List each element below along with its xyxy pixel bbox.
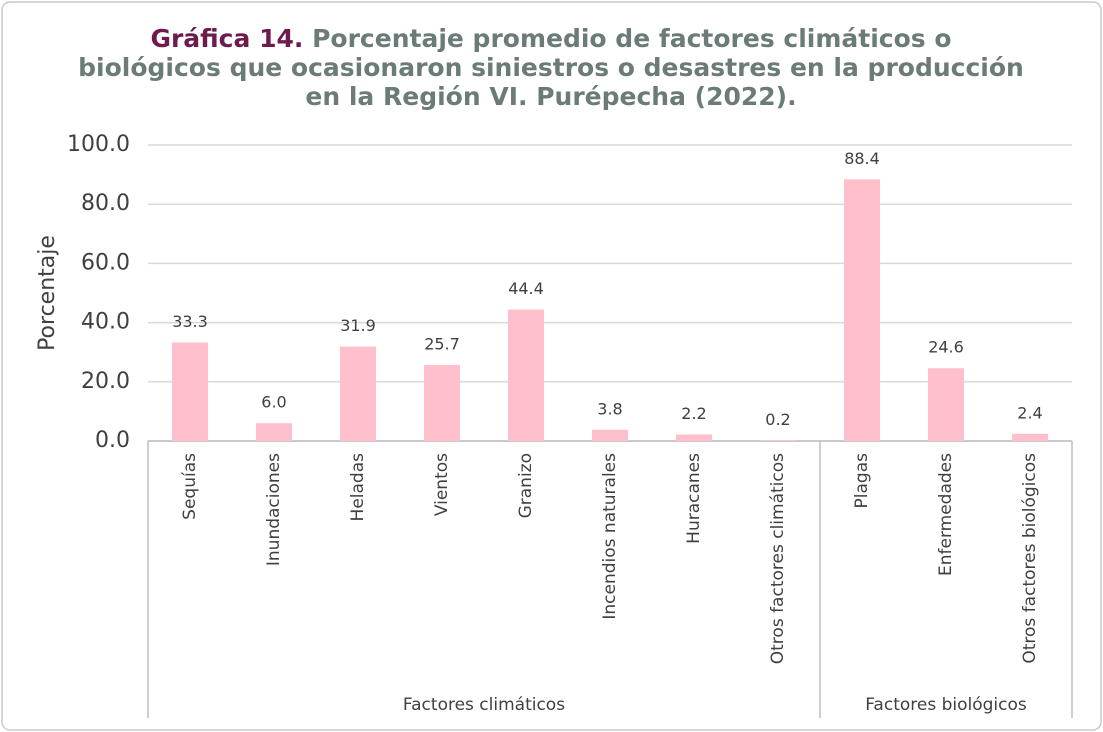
data-label: 0.2 <box>765 410 790 429</box>
bar <box>256 423 292 441</box>
x-tick-label: Sequías <box>180 453 200 520</box>
data-label: 33.3 <box>172 312 208 331</box>
chart-title-line: biológicos que ocasionaron siniestros o … <box>78 53 1024 82</box>
y-axis-label: Porcentaje <box>35 235 60 351</box>
bar <box>928 368 964 441</box>
data-label: 2.2 <box>681 404 706 423</box>
bar <box>424 364 460 441</box>
group-label: Factores biológicos <box>865 695 1027 715</box>
chart-title-line: Gráfica 14. Porcentaje promedio de facto… <box>150 24 951 53</box>
data-label: 6.0 <box>261 393 286 412</box>
y-tick-label: 60.0 <box>81 250 130 275</box>
x-tick-label: Plagas <box>852 453 872 509</box>
x-tick-label: Otros factores climáticos <box>768 453 788 664</box>
title-text: Porcentaje promedio de factores climátic… <box>312 24 951 53</box>
y-tick-label: 80.0 <box>81 191 130 216</box>
data-label: 31.9 <box>340 316 376 335</box>
data-label: 2.4 <box>1017 403 1042 422</box>
y-tick-label: 20.0 <box>81 369 130 394</box>
bar <box>676 434 712 441</box>
x-tick-label: Granizo <box>516 453 536 518</box>
x-tick-label: Huracanes <box>684 453 704 544</box>
y-tick-label: 0.0 <box>95 428 130 453</box>
bar <box>172 342 208 441</box>
bar <box>592 429 628 441</box>
data-label: 25.7 <box>424 334 460 353</box>
bar <box>508 309 544 441</box>
y-tick-label: 100.0 <box>67 132 130 157</box>
data-label: 3.8 <box>597 399 622 418</box>
data-label: 24.6 <box>928 338 964 357</box>
title-text <box>303 24 312 53</box>
chart-title-line: en la Región VI. Purépecha (2022). <box>305 82 796 111</box>
x-tick-label: Enfermedades <box>936 453 956 576</box>
title-label: Gráfica 14. <box>150 24 303 53</box>
x-tick-label: Heladas <box>348 453 368 522</box>
x-tick-label: Vientos <box>432 453 452 516</box>
bar <box>1012 433 1048 441</box>
x-tick-label: Incendios naturales <box>600 453 620 620</box>
x-tick-label: Otros factores biológicos <box>1020 453 1040 664</box>
y-tick-label: 40.0 <box>81 310 130 335</box>
data-label: 44.4 <box>508 279 544 298</box>
bar <box>340 346 376 441</box>
bar <box>760 440 796 441</box>
x-tick-label: Inundaciones <box>264 453 284 566</box>
data-label: 88.4 <box>844 149 880 168</box>
group-label: Factores climáticos <box>403 695 565 715</box>
bar <box>844 179 880 441</box>
